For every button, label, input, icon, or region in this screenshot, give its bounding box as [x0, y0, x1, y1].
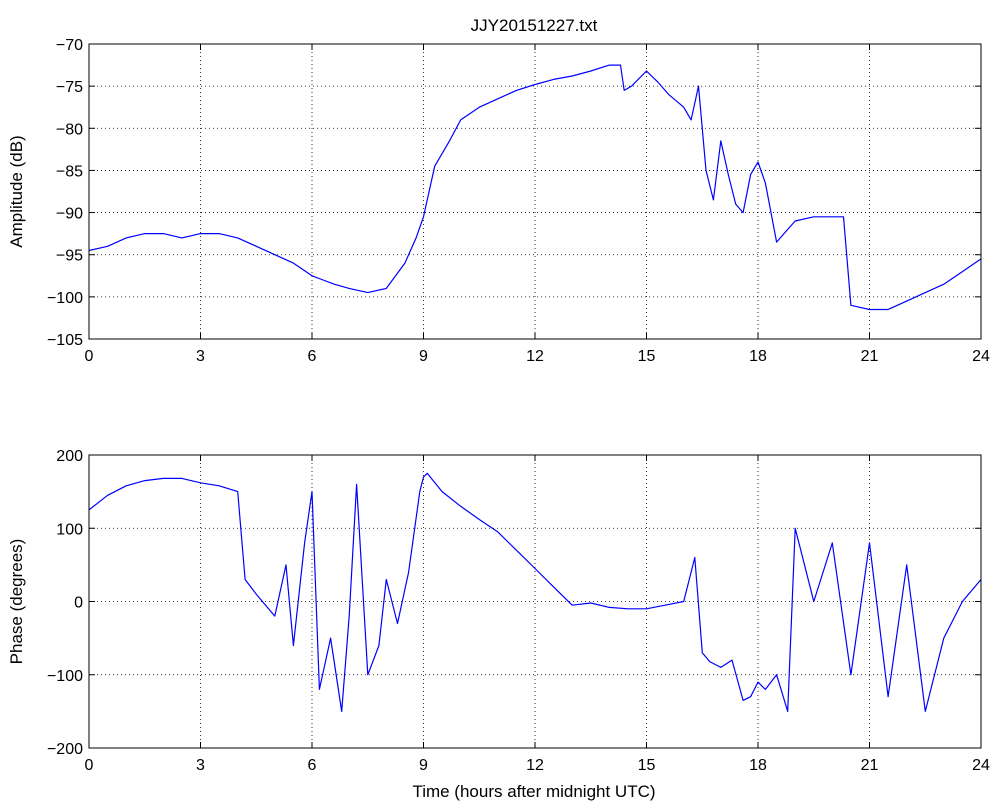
- amplitude-y-tick-label: −95: [56, 248, 83, 265]
- amplitude-y-tick-label: −100: [47, 290, 83, 307]
- amplitude-x-tick-label: 21: [861, 348, 879, 365]
- amplitude-y-tick-label: −75: [56, 79, 83, 96]
- phase-y-tick-label: 0: [74, 595, 83, 612]
- amplitude-x-tick-label: 12: [526, 348, 544, 365]
- phase-series-line: [88, 472, 982, 713]
- phase-x-tick-label: 21: [861, 757, 879, 774]
- phase-y-tick-label: −100: [47, 668, 83, 685]
- phase-x-tick-label: 15: [638, 757, 656, 774]
- amplitude-series-line: [88, 64, 982, 311]
- amplitude-x-tick-label: 6: [308, 348, 317, 365]
- amplitude-y-tick-label: −85: [56, 163, 83, 180]
- chart-title: JJY20151227.txt: [471, 16, 598, 35]
- phase-x-axis-label: Time (hours after midnight UTC): [412, 782, 655, 801]
- amplitude-plot-frame: [88, 43, 982, 340]
- phase-y-axis-label: Phase (degrees): [7, 539, 26, 665]
- amplitude-ticks: 0 3 6 9 12 15 18 21 24 −70 −75 −80 −85 −90 −95 −100 −105: [47, 37, 990, 365]
- amplitude-x-tick-label: 15: [638, 348, 656, 365]
- amplitude-x-tick-label: 18: [749, 348, 767, 365]
- amplitude-x-tick-label: 9: [419, 348, 428, 365]
- phase-y-tick-label: 200: [56, 448, 83, 465]
- phase-x-tick-label: 9: [419, 757, 428, 774]
- amplitude-y-tick-label: −105: [47, 332, 83, 349]
- phase-x-tick-label: 18: [749, 757, 767, 774]
- amplitude-y-tick-label: −80: [56, 121, 83, 138]
- amplitude-x-tick-label: 3: [196, 348, 205, 365]
- amplitude-y-axis-label: Amplitude (dB): [7, 135, 26, 247]
- amplitude-plot-area: [89, 44, 981, 339]
- phase-y-tick-label: −200: [47, 741, 83, 758]
- phase-plot-area: [89, 455, 981, 748]
- phase-x-tick-label: 12: [526, 757, 544, 774]
- amplitude-y-tick-label: −70: [56, 37, 83, 54]
- phase-x-tick-label: 6: [308, 757, 317, 774]
- amplitude-series: [88, 64, 982, 311]
- phase-ticks: 0 3 6 9 12 15 18 21 24 200 100 0 −100 −200: [47, 448, 990, 774]
- amplitude-axes: JJY20151227.txt 0 3 6 9 12 15 18 21 24 −70 −75 −80 −…: [7, 16, 990, 365]
- phase-series: [88, 472, 982, 713]
- phase-y-tick-label: 100: [56, 521, 83, 538]
- phase-axes: 0 3 6 9 12 15 18 21 24 200 100 0 −100 −200 Phase (deg…: [7, 448, 990, 801]
- phase-x-tick-label: 3: [196, 757, 205, 774]
- amplitude-x-tick-label: 0: [85, 348, 94, 365]
- amplitude-x-tick-label: 24: [972, 348, 990, 365]
- amplitude-grid: [89, 44, 981, 339]
- amplitude-y-tick-label: −90: [56, 206, 83, 223]
- phase-x-tick-label: 24: [972, 757, 990, 774]
- phase-x-tick-label: 0: [85, 757, 94, 774]
- phase-plot-frame: [88, 454, 982, 749]
